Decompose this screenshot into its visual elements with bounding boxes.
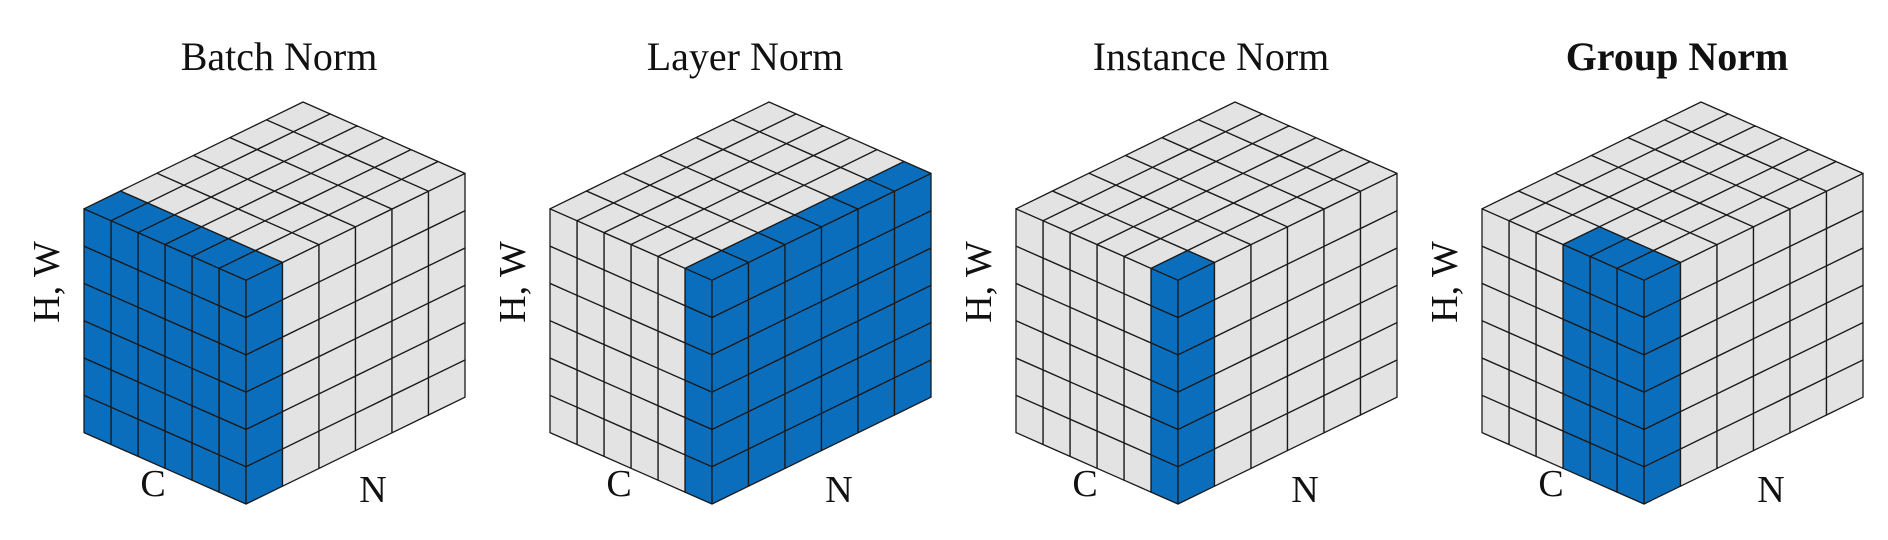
c-axis-label: C <box>1538 463 1563 505</box>
cube <box>1481 101 1864 505</box>
panel-title: Layer Norm <box>647 34 844 79</box>
n-axis-label: N <box>1291 469 1318 511</box>
y-axis-label: H, W <box>492 241 534 323</box>
panel-batch-norm: Batch Norm H, W C N <box>26 34 466 511</box>
panel-instance-norm: Instance Norm H, W C N <box>958 34 1398 511</box>
top-face-cell <box>731 101 797 133</box>
c-axis-label: C <box>606 463 631 505</box>
n-axis-label: N <box>825 469 852 511</box>
top-face-cell <box>1663 101 1729 133</box>
panel-title: Group Norm <box>1566 34 1789 79</box>
top-face-cell <box>265 101 331 133</box>
n-axis-label: N <box>359 469 386 511</box>
c-axis-label: C <box>1072 463 1097 505</box>
cube <box>1015 101 1398 505</box>
top-face-cell <box>1197 101 1263 133</box>
n-axis-label: N <box>1757 469 1784 511</box>
c-axis-label: C <box>140 463 165 505</box>
y-axis-label: H, W <box>958 241 1000 323</box>
y-axis-label: H, W <box>26 241 68 323</box>
panel-group-norm: Group Norm H, W C N <box>1424 34 1864 511</box>
panel-title: Instance Norm <box>1093 34 1330 79</box>
y-axis-label: H, W <box>1424 241 1466 323</box>
cube <box>549 101 932 505</box>
panel-layer-norm: Layer Norm H, W C N <box>492 34 932 511</box>
panel-title: Batch Norm <box>181 34 378 79</box>
cube <box>83 101 466 505</box>
